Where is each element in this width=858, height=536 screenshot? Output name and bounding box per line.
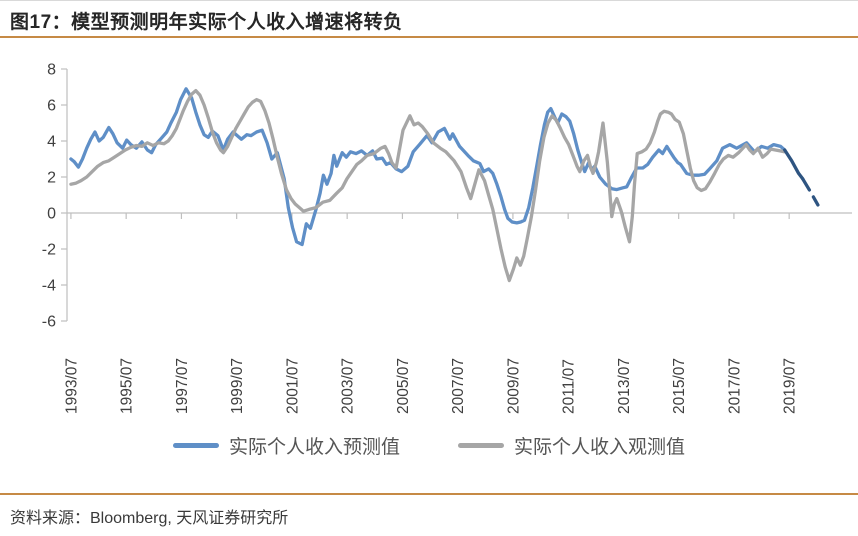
y-tick-label: -6 — [42, 314, 56, 331]
y-tick-label: 0 — [47, 206, 56, 223]
forecast-series-line — [69, 87, 787, 247]
source-note: 资料来源：Bloomberg, 天风证券研究所 — [10, 510, 289, 527]
x-tick-label: 2019/07 — [782, 358, 799, 414]
x-tick-label: 2005/07 — [395, 358, 412, 414]
observed-series-line — [69, 88, 786, 283]
y-tick-label: 2 — [47, 170, 56, 187]
title-underline-rule — [0, 36, 858, 38]
figure-title: 图17：模型预测明年实际个人收入增速将转负 — [10, 12, 403, 33]
x-tick-label: 1995/07 — [119, 358, 136, 414]
observed-line-swatch — [458, 443, 504, 448]
forecast-tail-line — [801, 177, 820, 207]
x-tick-label: 1999/07 — [229, 358, 246, 414]
forecast-line-swatch — [172, 443, 219, 448]
x-tick-label: 2001/07 — [284, 358, 301, 414]
legend-label-observed: 实际个人收入观测值 — [514, 437, 686, 458]
forecast-tail-line — [783, 148, 805, 181]
x-tick-label: 2011/07 — [561, 359, 578, 414]
x-tick-label: 1997/07 — [174, 358, 191, 414]
legend-label-forecast: 实际个人收入预测值 — [228, 437, 400, 458]
x-tick-label: 2003/07 — [340, 358, 357, 414]
y-tick-label: -4 — [42, 278, 56, 295]
y-tick-label: 8 — [47, 62, 56, 79]
legend-item-forecast: 实际个人收入预测值 — [172, 432, 400, 459]
y-tick-label: 6 — [47, 98, 56, 115]
footer-rule — [0, 493, 858, 495]
y-tick-label: -2 — [42, 242, 56, 259]
y-tick-label: 4 — [47, 134, 56, 151]
x-tick-label: 2015/07 — [671, 358, 688, 414]
x-tick-label: 2009/07 — [505, 358, 522, 414]
legend-item-observed: 实际个人收入观测值 — [458, 432, 685, 459]
x-tick-label: 2007/07 — [450, 358, 467, 414]
x-tick-label: 1993/07 — [63, 358, 80, 414]
chart-legend: 实际个人收入预测值 实际个人收入观测值 — [0, 432, 858, 459]
x-tick-label: 2013/07 — [616, 358, 633, 414]
x-tick-label: 2017/07 — [726, 358, 743, 414]
